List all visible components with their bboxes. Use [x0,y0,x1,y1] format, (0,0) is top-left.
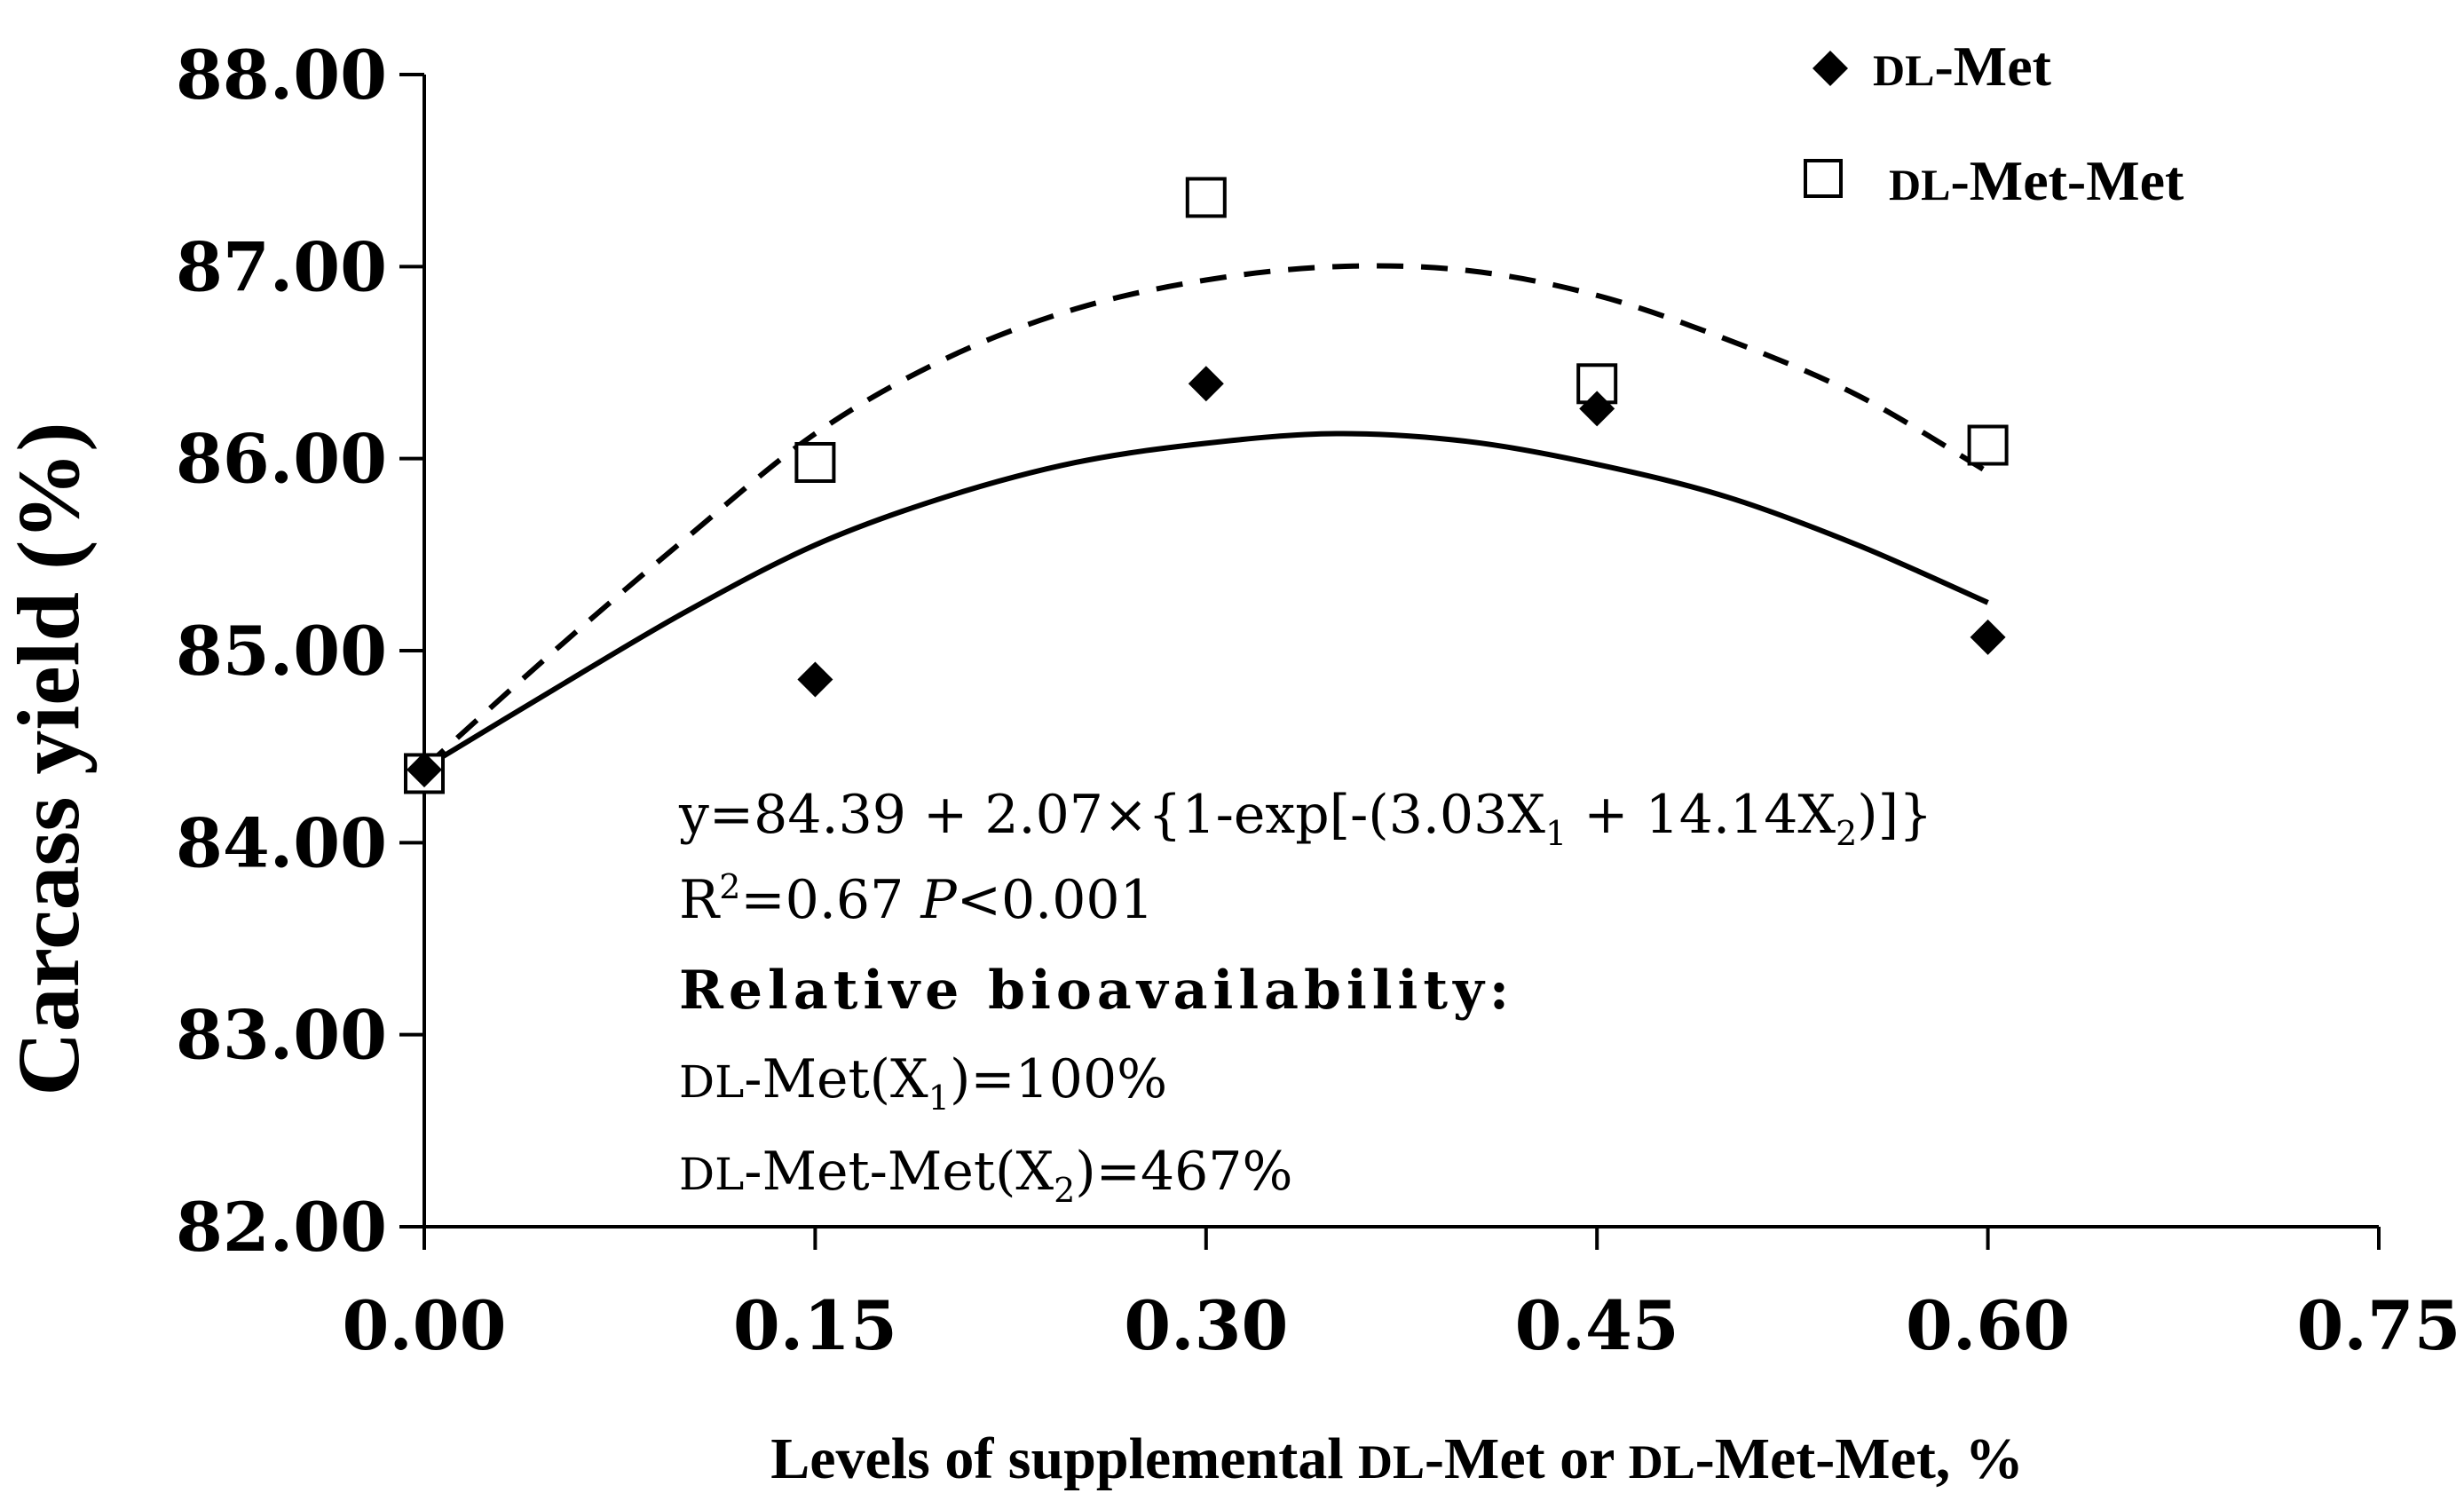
fit-curves [422,263,1990,770]
legend-label-dl-met: DL-Met [1873,35,2052,98]
x-axis-title-part: -Met-Met, % [1695,1426,2024,1491]
relative-bioavailability-title: Relative bioavailability: [679,960,1514,1022]
point-dl-met [1188,366,1224,402]
fit-curve-dl-met [423,431,1989,770]
point-dl-met [1579,391,1615,427]
relative-bioavailability-dl-met-met: DL-Met-Met(X2)=467% [679,1141,1292,1210]
legend-diamond-marker [1812,51,1848,86]
y-tick-label: 88.00 [176,36,387,115]
y-ticks: 82.00 83.00 84.00 85.00 86.00 87.00 88.00 [176,36,424,1267]
y-tick-label: 84.00 [176,803,387,882]
y-tick-label: 83.00 [176,996,387,1075]
legend: DL-Met DL-Met-Met [1804,35,2184,212]
x-axis-title-smallcaps: DL [1358,1435,1425,1489]
y-tick-label: 85.00 [176,612,387,691]
y-tick-label: 87.00 [176,227,387,306]
x-axis-title-part: -Met or [1425,1426,1629,1491]
point-dl-met [407,752,442,788]
x-tick-label: 0.15 [733,1286,897,1365]
fit-curve-dl-met-met [422,263,1990,770]
x-axis-title: Levels of supplemental DL-Met or DL-Met-… [770,1426,2024,1491]
x-axis-title-smallcaps: DL [1629,1435,1695,1489]
legend-square-marker [1804,159,1843,198]
x-tick-label: 0.00 [342,1286,506,1365]
equation-annotation: y=84.39 + 2.07×{1-exp[-(3.03X1 + 14.14X2… [678,784,1932,1210]
y-tick-label: 86.00 [176,420,387,499]
legend-label-dl-met-met: DL-Met-Met [1889,149,2184,212]
point-dl-met-met [1185,177,1227,218]
point-dl-met [797,661,833,698]
y-tick-label: 82.00 [176,1188,387,1267]
r-squared-line: R2=0.67 P<0.001 [679,867,1154,931]
x-tick-label: 0.60 [1906,1286,2070,1365]
point-dl-met-met [1967,424,2009,466]
x-tick-label: 0.75 [2296,1286,2460,1365]
x-axis-title-part: Levels of supplemental [770,1426,1358,1491]
data-points [404,177,2009,794]
equation-line: y=84.39 + 2.07×{1-exp[-(3.03X1 + 14.14X2… [678,784,1932,853]
axes [423,75,2379,1229]
relative-bioavailability-dl-met: DL-Met(X1)=100% [679,1048,1167,1118]
x-tick-label: 0.45 [1515,1286,1679,1365]
x-tick-label: 0.30 [1124,1286,1288,1365]
point-dl-met-met [794,441,836,483]
point-dl-met [1970,619,2006,655]
y-axis-title: Carcass yield (%) [0,422,98,1095]
x-ticks: 0.00 0.15 0.30 0.45 0.60 0.75 [342,1227,2461,1365]
